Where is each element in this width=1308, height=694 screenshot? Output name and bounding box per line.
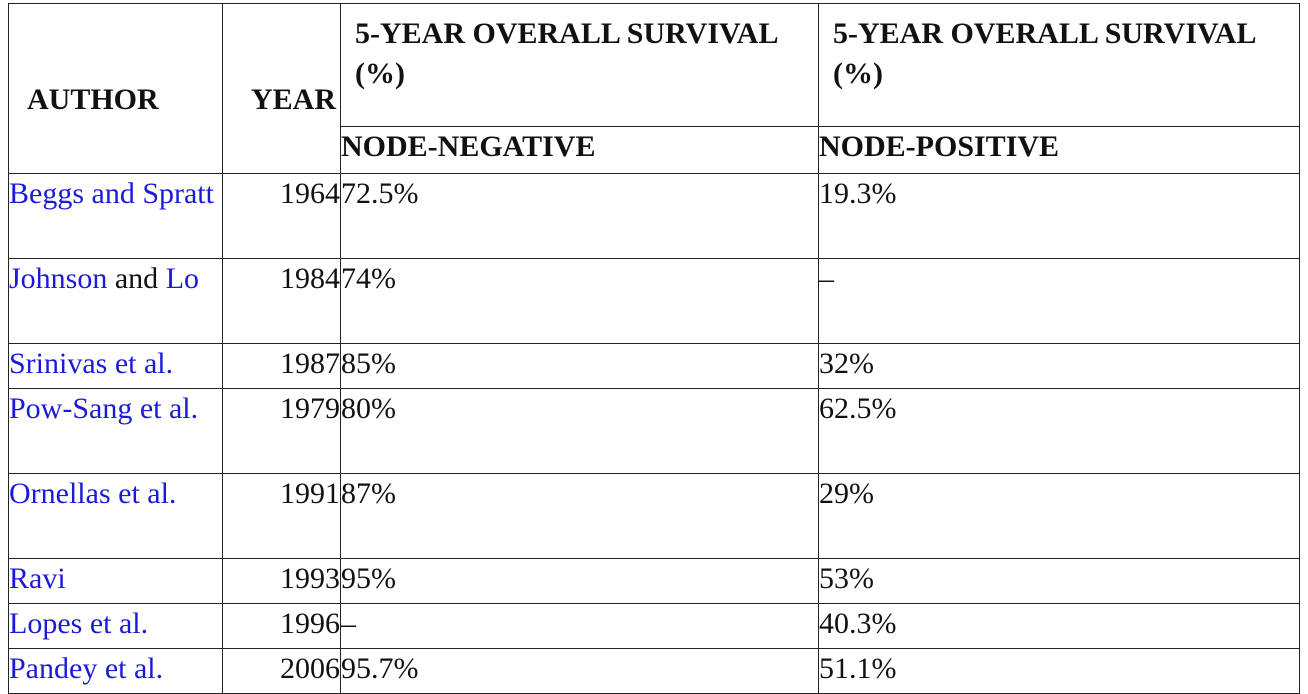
author-connector: and bbox=[107, 262, 166, 295]
node-negative-cell: 95% bbox=[340, 558, 819, 604]
author-link[interactable]: Johnson bbox=[9, 262, 108, 295]
node-positive-cell: 19.3% bbox=[818, 173, 1300, 259]
node-positive-cell: 40.3% bbox=[818, 603, 1300, 649]
node-negative-cell: 74% bbox=[340, 258, 819, 344]
node-negative-cell: 95.7% bbox=[340, 648, 819, 694]
author-link[interactable]: Lopes et al. bbox=[9, 607, 149, 640]
table-row: Ornellas et al. 1991 87% 29% bbox=[8, 473, 1300, 559]
author-link[interactable]: Srinivas et al. bbox=[9, 347, 174, 380]
year-cell: 2006 bbox=[222, 648, 341, 694]
node-negative-cell: 80% bbox=[340, 388, 819, 474]
node-negative-cell: 87% bbox=[340, 473, 819, 559]
survival-table: AUTHOR YEAR 5-YEAR OVERALL SURVIVAL (%) … bbox=[8, 3, 1300, 694]
node-positive-cell: 32% bbox=[818, 343, 1300, 389]
os-negative-header: 5-YEAR OVERALL SURVIVAL (%) bbox=[340, 3, 819, 127]
node-positive-cell: – bbox=[818, 258, 1300, 344]
author-header: AUTHOR bbox=[8, 3, 223, 174]
table-row: Srinivas et al. 1987 85% 32% bbox=[8, 343, 1300, 389]
header-row-2: NODE-NEGATIVE NODE-POSITIVE bbox=[9, 126, 1300, 174]
os-positive-header: 5-YEAR OVERALL SURVIVAL (%) bbox=[818, 3, 1300, 127]
node-positive-cell: 53% bbox=[818, 558, 1300, 604]
author-link[interactable]: Pandey et al. bbox=[9, 652, 164, 685]
author-link[interactable]: Lo bbox=[165, 262, 200, 295]
header-row-1: AUTHOR YEAR 5-YEAR OVERALL SURVIVAL (%) … bbox=[8, 3, 1300, 174]
node-positive-header: NODE-POSITIVE bbox=[818, 126, 1300, 174]
year-header: YEAR bbox=[222, 3, 341, 174]
year-cell: 1991 bbox=[222, 473, 341, 559]
year-cell: 1964 bbox=[222, 173, 341, 259]
table-row: Johnson and Lo 1984 74% – bbox=[8, 258, 1300, 344]
table-row: Beggs and Spratt 1964 72.5% 19.3% bbox=[8, 173, 1300, 259]
year-cell: 1996 bbox=[222, 603, 341, 649]
year-cell: 1984 bbox=[222, 258, 341, 344]
table-row: Ravi 1993 95% 53% bbox=[8, 558, 1300, 604]
table-row: Pow-Sang et al. 1979 80% 62.5% bbox=[8, 388, 1300, 474]
table-row: Pandey et al. 2006 95.7% 51.1% bbox=[8, 648, 1300, 694]
year-cell: 1993 bbox=[222, 558, 341, 604]
table-row: Lopes et al. 1996 – 40.3% bbox=[8, 603, 1300, 649]
node-negative-cell: – bbox=[340, 603, 819, 649]
author-link[interactable]: Beggs and Spratt bbox=[9, 177, 214, 210]
node-negative-cell: 72.5% bbox=[340, 173, 819, 259]
node-positive-cell: 51.1% bbox=[818, 648, 1300, 694]
year-cell: 1987 bbox=[222, 343, 341, 389]
node-positive-cell: 29% bbox=[818, 473, 1300, 559]
author-link[interactable]: Ornellas et al. bbox=[9, 477, 177, 510]
author-link[interactable]: Pow-Sang et al. bbox=[9, 392, 199, 425]
node-negative-cell: 85% bbox=[340, 343, 819, 389]
author-link[interactable]: Ravi bbox=[9, 562, 66, 595]
node-positive-cell: 62.5% bbox=[818, 388, 1300, 474]
node-negative-header: NODE-NEGATIVE bbox=[340, 126, 819, 174]
year-cell: 1979 bbox=[222, 388, 341, 474]
